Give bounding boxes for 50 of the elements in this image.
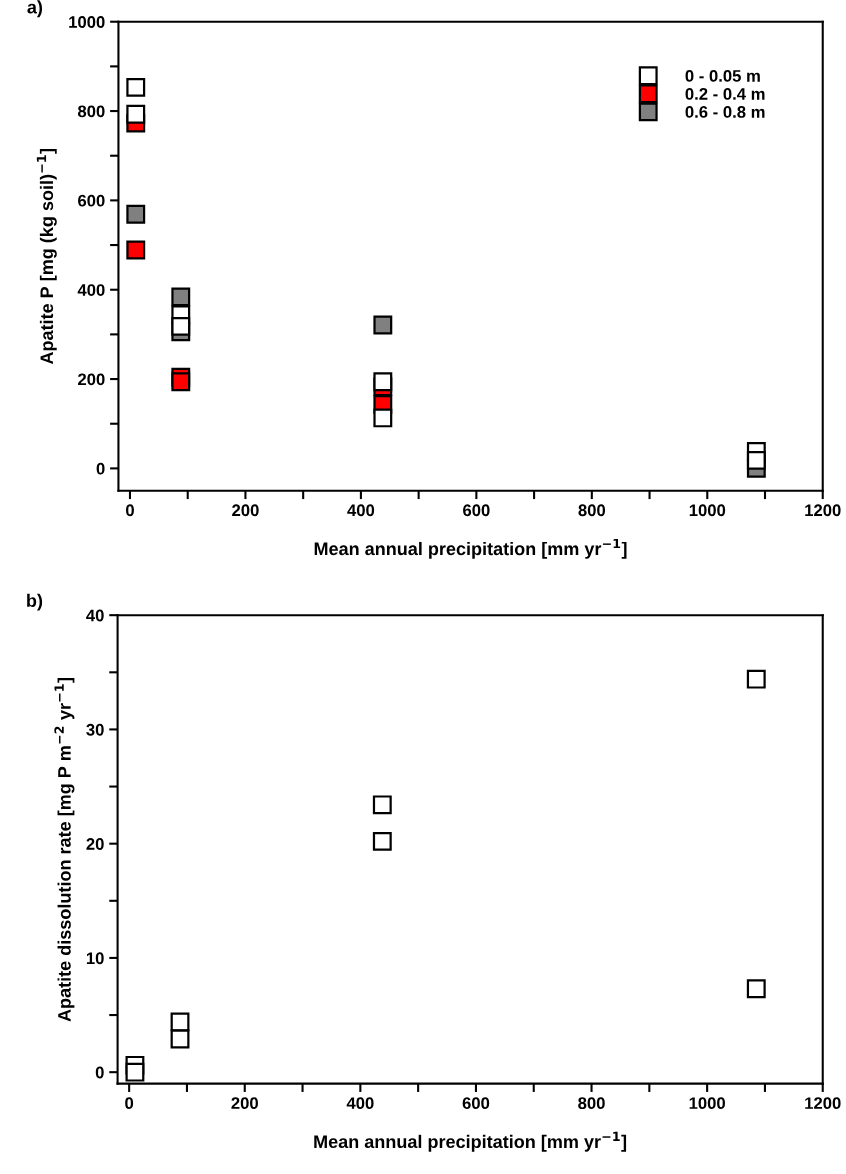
- x-tick-label: 1200: [805, 504, 841, 517]
- point: [373, 372, 393, 392]
- x-axis-title: Mean annual precipitation [mm yr$^{−1}$]: [314, 538, 627, 559]
- x-tick-label: 200: [232, 504, 259, 517]
- y-tick-label: 600: [78, 194, 105, 207]
- chart-title: a): [27, 0, 43, 18]
- point: [746, 450, 766, 470]
- x-tick-label: 400: [346, 1097, 374, 1110]
- x-tick-label: 800: [578, 1097, 605, 1110]
- point: [746, 669, 766, 689]
- x-tick-label: 800: [578, 504, 606, 517]
- x-tick-label: 1000: [689, 504, 726, 517]
- x-axis-title: Mean annual precipitation [mm yr$^{−1}$]: [314, 1131, 627, 1152]
- point: [171, 372, 191, 392]
- y-tick-label: 0: [95, 1066, 104, 1079]
- legend-label: 0 - 0.05 m: [685, 69, 760, 82]
- point: [126, 204, 146, 224]
- x-tick-label: 200: [231, 1097, 258, 1110]
- point: [125, 1062, 145, 1082]
- point: [372, 795, 392, 815]
- y-tick-label: 20: [86, 838, 104, 850]
- x-tick-label: 1000: [689, 1097, 725, 1110]
- point: [373, 315, 393, 335]
- x-tick-label: 1200: [805, 1097, 841, 1110]
- legend-label: 0.6 - 0.8 m: [685, 106, 765, 118]
- chart-title: b): [27, 593, 43, 611]
- point: [126, 77, 146, 97]
- legend-label: 0.2 - 0.4 m: [685, 88, 765, 100]
- x-tick-label: 400: [347, 504, 375, 517]
- y-tick-label: 10: [86, 952, 104, 965]
- x-tick-label: 600: [462, 1097, 490, 1110]
- y-tick-label: 800: [77, 105, 105, 118]
- point: [126, 104, 146, 124]
- point: [171, 316, 191, 336]
- y-tick-label: 200: [78, 373, 105, 386]
- x-tick-label: 0: [126, 504, 134, 517]
- point: [372, 831, 392, 851]
- x-tick-label: 600: [463, 504, 490, 517]
- y-axis-title: Apatite dissolution rate [mg P m$^{−2}$ yr$^{−1}$]: [54, 677, 75, 1022]
- y-tick-label: 40: [86, 609, 104, 622]
- y-tick-label: 1000: [69, 16, 105, 28]
- y-axis-title: Apatite P [mg (kg soil)$^{−1}$]: [36, 148, 57, 365]
- point: [746, 979, 766, 999]
- y-tick-label: 0: [96, 462, 105, 475]
- point: [126, 240, 146, 260]
- point: [171, 287, 191, 307]
- x-tick-label: 0: [125, 1097, 134, 1110]
- point: [373, 408, 393, 428]
- y-tick-label: 400: [77, 284, 105, 296]
- y-tick-label: 30: [86, 723, 104, 736]
